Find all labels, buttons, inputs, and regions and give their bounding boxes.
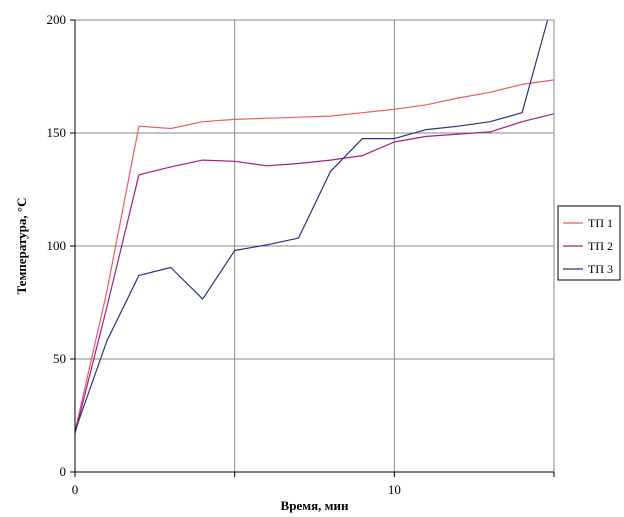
grid [75, 20, 554, 472]
legend: ТП 1 ТП 2 ТП 3 [557, 205, 621, 281]
x-tick-label: 0 [72, 482, 79, 497]
y-tick-label: 50 [53, 351, 66, 366]
y-axis-title: Температура, °С [14, 198, 29, 295]
legend-label-2: ТП 2 [588, 239, 613, 253]
y-tick-label: 0 [60, 464, 67, 479]
legend-label-1: ТП 1 [588, 216, 613, 230]
y-tick-label: 200 [47, 12, 67, 27]
series-lines [74, 19, 555, 434]
series-line-2 [74, 113, 555, 434]
y-tick-label: 100 [47, 238, 67, 253]
legend-label-3: ТП 3 [588, 262, 613, 276]
series-line-3 [74, 19, 549, 432]
legend-box [557, 205, 621, 281]
y-tick-label: 150 [47, 125, 67, 140]
y-axis-ticks: 0 50 100 150 200 [47, 12, 75, 479]
x-tick-label: 10 [388, 482, 401, 497]
x-axis-title: Время, мин [281, 498, 349, 513]
series-line-1 [74, 79, 555, 432]
x-axis-ticks: 0 10 [72, 472, 555, 497]
